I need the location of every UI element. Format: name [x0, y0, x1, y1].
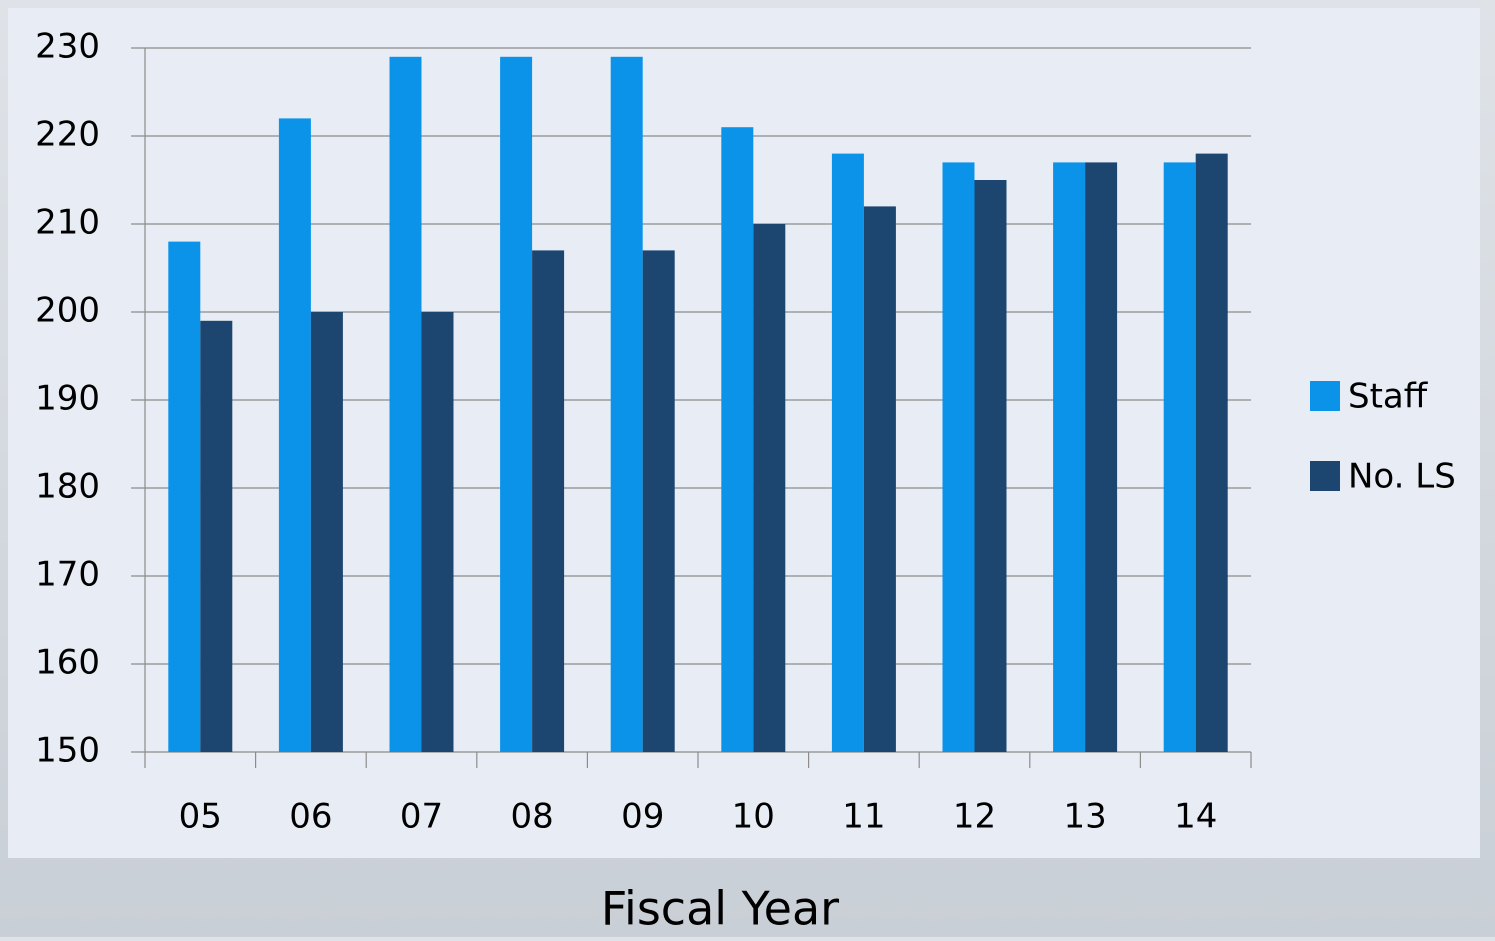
bar [168, 241, 201, 752]
bar [310, 312, 343, 752]
bar [753, 224, 786, 752]
x-tick-label: 07 [400, 797, 443, 837]
bar [721, 127, 754, 752]
x-tick-label: 06 [289, 797, 332, 837]
x-tick-label: 05 [179, 797, 222, 837]
x-tick-label: 12 [953, 797, 996, 837]
x-tick-label: 08 [510, 797, 553, 837]
y-tick-label: 180 [35, 467, 100, 507]
bar [831, 153, 864, 753]
bar [1195, 153, 1228, 753]
bar [389, 56, 422, 753]
y-tick-label: 200 [35, 291, 100, 331]
bar [1163, 162, 1196, 752]
y-tick-label: 210 [35, 203, 100, 243]
x-tick-label: 10 [732, 797, 775, 837]
bar [974, 180, 1007, 752]
legend-swatch [1310, 381, 1340, 411]
bar [200, 320, 233, 752]
legend-label: Staff [1348, 377, 1429, 417]
bar [421, 312, 454, 752]
x-tick-label: 13 [1063, 797, 1106, 837]
y-tick-label: 170 [35, 555, 100, 595]
y-tick-label: 190 [35, 379, 100, 419]
y-tick-label: 160 [35, 643, 100, 683]
bar [500, 56, 533, 753]
bar [863, 206, 896, 752]
bar [1085, 162, 1118, 752]
y-tick-label: 150 [35, 731, 100, 771]
bar [532, 250, 565, 752]
x-tick-label: 11 [842, 797, 885, 837]
x-tick-label: 14 [1174, 797, 1217, 837]
bar [642, 250, 675, 752]
legend-swatch [1310, 461, 1340, 491]
bar [610, 56, 643, 753]
y-tick-label: 220 [35, 115, 100, 155]
legend-label: No. LS [1348, 457, 1456, 497]
x-tick-label: 09 [621, 797, 664, 837]
bar [1053, 162, 1086, 752]
y-tick-label: 230 [35, 27, 100, 67]
x-axis-title: Fiscal Year [601, 882, 839, 936]
bar [942, 162, 975, 752]
bar [278, 118, 311, 752]
